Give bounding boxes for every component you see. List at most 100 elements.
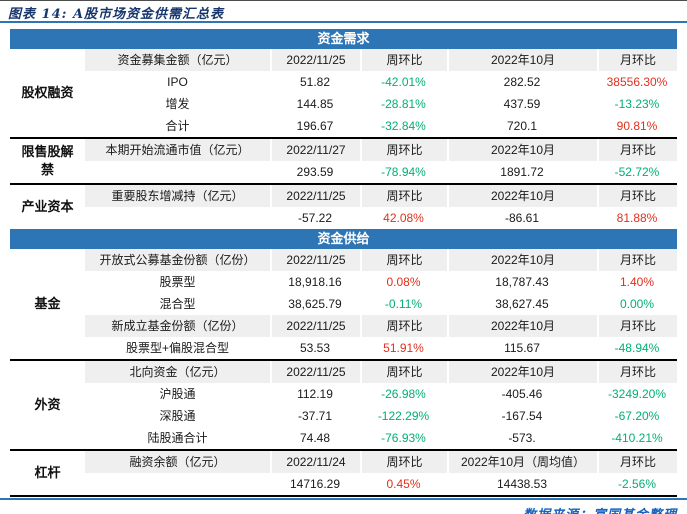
week-value-cell: 196.67 (296, 119, 334, 133)
row-name-cell: 混合型 (159, 297, 196, 311)
week-value-cell: 293.59 (296, 165, 334, 179)
wow-change-cell: 0.08% (386, 275, 421, 289)
indicator-group: 股权融资 资金募集金额（亿元） 2022/11/25 周环比 2022年10月 月环比 IP… (10, 49, 677, 137)
data-row: 混合型 38,625.79 -0.11% 38,627.45 0.00% (85, 293, 677, 315)
row-name-cell (85, 207, 270, 229)
column-header-row: 新成立基金份额（亿份） 2022/11/25 周环比 2022年10月 月环比 (85, 315, 677, 337)
date-header-cell: 2022/11/25 (270, 249, 360, 271)
month-value-cell: -86.61 (504, 211, 540, 225)
column-header-row: 融资余额（亿元） 2022/11/24 周环比 2022年10月（周均值） 月环比 (85, 451, 677, 473)
wow-change-cell: -78.94% (381, 165, 426, 179)
week-value-cell: 53.53 (299, 341, 331, 355)
section-banner: 资金需求 (10, 29, 677, 49)
date-header-cell: 2022/11/25 (270, 185, 360, 207)
wow-change-cell: -28.81% (381, 97, 426, 111)
data-row: 股票型 18,918.16 0.08% 18,787.43 1.40% (85, 271, 677, 293)
group-label: 基金 (34, 296, 61, 312)
data-row: 沪股通 112.19 -26.98% -405.46 -3249.20% (85, 383, 677, 405)
mom-change-cell: 0.00% (619, 297, 655, 311)
data-row: 陆股通合计 74.48 -76.93% -573. -410.21% (85, 427, 677, 449)
wow-change-cell: 51.91% (383, 341, 424, 355)
indicator-header-cell: 本期开始流通市值（亿元） (85, 139, 270, 161)
month-header-cell: 2022年10月 (447, 315, 597, 337)
month-header-cell: 2022年10月（周均值） (447, 451, 597, 473)
data-row: 14716.29 0.45% 14438.53 -2.56% (85, 473, 677, 495)
mom-header-cell: 月环比 (597, 451, 677, 473)
wow-change-cell: 42.08% (383, 211, 424, 225)
week-value-cell: 74.48 (299, 431, 331, 445)
indicator-group: 杠杆 融资余额（亿元） 2022/11/24 周环比 2022年10月（周均值） 月环比 1… (10, 449, 677, 495)
week-value-cell: 18,918.16 (288, 275, 342, 289)
month-header-cell: 2022年10月 (447, 361, 597, 383)
wow-header-cell: 周环比 (360, 451, 447, 473)
week-value-cell: 14716.29 (289, 477, 341, 491)
indicator-group: 限售股解禁 本期开始流通市值（亿元） 2022/11/27 周环比 2022年10月 月环… (10, 137, 677, 183)
group-rows: 本期开始流通市值（亿元） 2022/11/27 周环比 2022年10月 月环比 293.… (85, 139, 677, 183)
row-name-cell (85, 161, 270, 183)
wow-header-cell: 周环比 (360, 139, 447, 161)
bottom-border-line (0, 498, 687, 500)
mom-change-cell: -48.94% (614, 341, 660, 355)
wow-change-cell: -122.29% (377, 409, 430, 423)
indicator-header-cell: 开放式公募基金份额（亿份） (85, 249, 270, 271)
indicator-header-cell: 融资余额（亿元） (85, 451, 270, 473)
row-name-cell: 深股通 (159, 409, 196, 423)
week-value-cell: -57.22 (297, 211, 333, 225)
mom-change-cell: -67.20% (614, 409, 660, 423)
mom-header-cell: 月环比 (597, 249, 677, 271)
mom-change-cell: -13.23% (614, 97, 660, 111)
month-value-cell: -405.46 (501, 387, 543, 401)
column-header-row: 北向资金（亿元） 2022/11/25 周环比 2022年10月 月环比 (85, 361, 677, 383)
wow-change-cell: -42.01% (381, 75, 426, 89)
month-value-cell: 18,787.43 (495, 275, 549, 289)
mom-change-cell: -52.72% (614, 165, 660, 179)
data-row: 深股通 -37.71 -122.29% -167.54 -67.20% (85, 405, 677, 427)
column-header-row: 开放式公募基金份额（亿份） 2022/11/25 周环比 2022年10月 月环比 (85, 249, 677, 271)
wow-change-cell: -76.93% (381, 431, 426, 445)
month-value-cell: 437.59 (503, 97, 541, 111)
group-rows: 开放式公募基金份额（亿份） 2022/11/25 周环比 2022年10月 月环比 股票型… (85, 249, 677, 359)
mom-change-cell: -410.21% (611, 431, 663, 445)
wow-header-cell: 周环比 (360, 249, 447, 271)
mom-change-cell: 38556.30% (606, 75, 668, 89)
month-header-cell: 2022年10月 (447, 249, 597, 271)
indicator-group: 基金 开放式公募基金份额（亿份） 2022/11/25 周环比 2022年10月 月环比股… (10, 249, 677, 359)
mom-change-cell: 90.81% (616, 119, 658, 133)
indicator-header-cell: 资金募集金额（亿元） (85, 49, 270, 71)
wow-header-cell: 周环比 (360, 361, 447, 383)
indicator-header-cell: 新成立基金份额（亿份） (85, 315, 270, 337)
group-rows: 北向资金（亿元） 2022/11/25 周环比 2022年10月 月环比 沪股通 112.1… (85, 361, 677, 449)
row-name-cell: 合计 (165, 119, 190, 133)
group-rows: 重要股东增减持（亿元） 2022/11/25 周环比 2022年10月 月环比 -57.2… (85, 185, 677, 229)
capital-supply-demand-table: 资金需求 股权融资 资金募集金额（亿元） 2022/11/25 周环比 2022年10月月… (10, 29, 677, 497)
data-source-note: 数据来源：富国基金整理 (523, 504, 677, 514)
data-row: IPO 51.82 -42.01% 282.52 38556.30% (85, 71, 677, 93)
wow-header-cell: 周环比 (360, 185, 447, 207)
indicator-group: 产业资本 重要股东增减持（亿元） 2022/11/25 周环比 2022年10月 月环比 -… (10, 183, 677, 229)
month-value-cell: -573. (508, 431, 536, 445)
column-header-row: 资金募集金额（亿元） 2022/11/25 周环比 2022年10月 月环比 (85, 49, 677, 71)
wow-change-cell: -32.84% (381, 119, 426, 133)
row-name-cell: 股票型+偏股混合型 (125, 341, 229, 355)
column-header-row: 重要股东增减持（亿元） 2022/11/25 周环比 2022年10月 月环比 (85, 185, 677, 207)
indicator-header-cell: 北向资金（亿元） (85, 361, 270, 383)
group-label: 股权融资 (21, 85, 74, 101)
row-name-cell (85, 473, 270, 495)
mom-header-cell: 月环比 (597, 361, 677, 383)
row-name-cell: 陆股通合计 (147, 431, 208, 445)
row-name-cell: 增发 (165, 97, 190, 111)
week-value-cell: 51.82 (299, 75, 331, 89)
wow-header-cell: 周环比 (360, 49, 447, 71)
row-name-cell: 沪股通 (159, 387, 196, 401)
mom-header-cell: 月环比 (597, 315, 677, 337)
date-header-cell: 2022/11/25 (270, 361, 360, 383)
data-row: 合计 196.67 -32.84% 720.1 90.81% (85, 115, 677, 137)
month-value-cell: -167.54 (501, 409, 543, 423)
indicator-header-cell: 重要股东增减持（亿元） (85, 185, 270, 207)
group-rows: 融资余额（亿元） 2022/11/24 周环比 2022年10月（周均值） 月环比 147… (85, 451, 677, 495)
title-underline (0, 21, 687, 23)
mom-change-cell: -3249.20% (607, 387, 667, 401)
date-header-cell: 2022/11/25 (270, 315, 360, 337)
group-label: 杠杆 (34, 465, 61, 481)
